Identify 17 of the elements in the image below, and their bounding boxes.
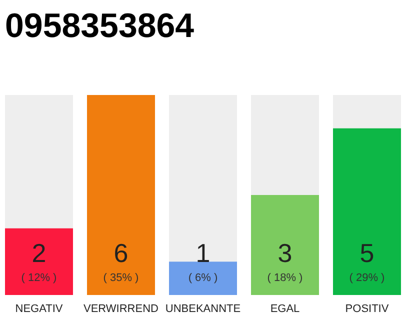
data-label: 2 [32, 238, 46, 268]
data-label: 6 [114, 238, 128, 268]
data-label: 1 [196, 238, 210, 268]
x-tick-label: POSITIV [345, 303, 390, 315]
chart-title: 0958353864 [5, 7, 194, 45]
annotation: ( 29% ) [349, 272, 385, 284]
x-tick-label: NEGATIV [15, 303, 64, 315]
data-label: 3 [278, 238, 292, 268]
annotation: ( 12% ) [21, 272, 57, 284]
bar [169, 262, 237, 295]
annotation: ( 18% ) [267, 272, 303, 284]
data-label: 5 [360, 238, 374, 268]
annotation: ( 35% ) [103, 272, 139, 284]
annotation: ( 6% ) [188, 272, 218, 284]
x-tick-label: EGAL [270, 303, 300, 315]
x-tick-label: VERWIRREND [84, 303, 159, 315]
x-tick-label: UNBEKANNTE [165, 303, 241, 315]
